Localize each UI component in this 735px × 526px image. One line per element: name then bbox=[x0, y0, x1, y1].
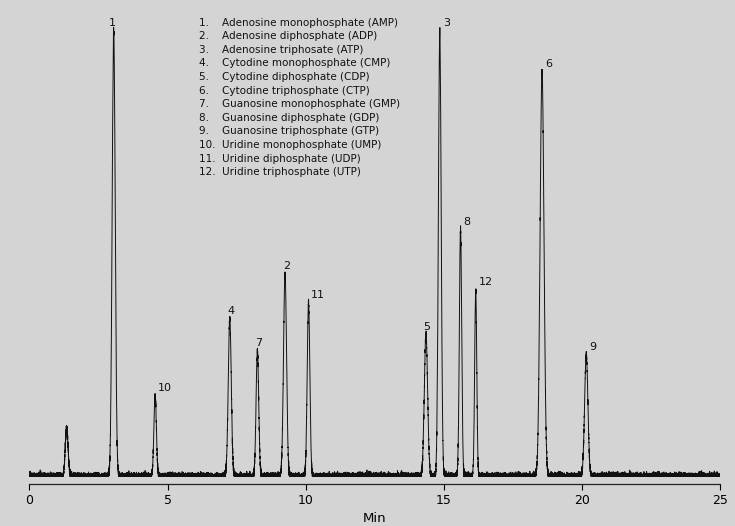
Text: 8: 8 bbox=[463, 217, 470, 227]
Text: 3: 3 bbox=[443, 18, 450, 28]
Text: 9: 9 bbox=[589, 342, 596, 352]
Text: 7: 7 bbox=[255, 338, 262, 348]
X-axis label: Min: Min bbox=[363, 511, 387, 524]
Text: 12: 12 bbox=[478, 278, 492, 288]
Text: 4: 4 bbox=[228, 306, 234, 316]
Text: 2: 2 bbox=[283, 261, 290, 271]
Text: 6: 6 bbox=[545, 59, 553, 69]
Text: 11: 11 bbox=[312, 290, 326, 300]
Text: 10: 10 bbox=[158, 383, 172, 393]
Text: 1.    Adenosine monophosphate (AMP)
2.    Adenosine diphosphate (ADP)
3.    Aden: 1. Adenosine monophosphate (AMP) 2. Aden… bbox=[198, 17, 400, 177]
Text: 5: 5 bbox=[423, 322, 430, 332]
Text: 1: 1 bbox=[109, 18, 115, 28]
